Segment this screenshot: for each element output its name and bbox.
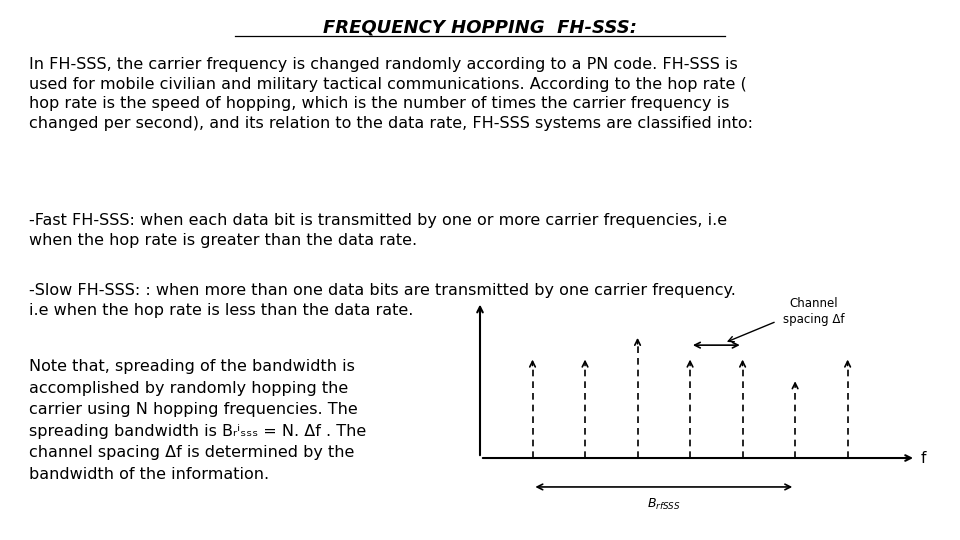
Text: Note that, spreading of the bandwidth is
accomplished by randomly hopping the
ca: Note that, spreading of the bandwidth is…	[29, 359, 366, 482]
Text: -Fast FH-SSS: when each data bit is transmitted by one or more carrier frequenci: -Fast FH-SSS: when each data bit is tran…	[29, 213, 727, 248]
Text: In FH-SSS, the carrier frequency is changed randomly according to a PN code. FH-: In FH-SSS, the carrier frequency is chan…	[29, 57, 753, 131]
Text: -Slow FH-SSS: : when more than one data bits are transmitted by one carrier freq: -Slow FH-SSS: : when more than one data …	[29, 284, 735, 318]
Text: FREQUENCY HOPPING  FH-SSS:: FREQUENCY HOPPING FH-SSS:	[323, 19, 637, 37]
Text: f: f	[921, 450, 926, 465]
Text: Channel
spacing Δf: Channel spacing Δf	[782, 298, 844, 326]
Text: $B_{rfSSS}$: $B_{rfSSS}$	[647, 497, 681, 512]
